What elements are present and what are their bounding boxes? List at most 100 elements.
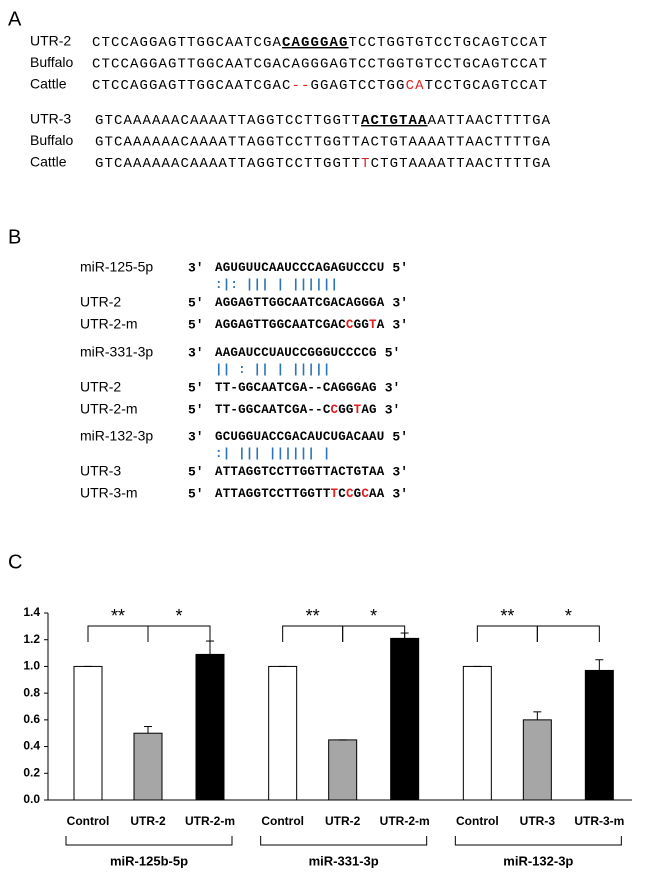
row-label: miR-132-3p: [80, 428, 153, 444]
prime-end: 3′: [385, 402, 401, 417]
prime-end: 5′: [392, 260, 408, 275]
sequence: GTCAAAAAACAAAATTAGGTCCTTGGTTACTGTAAAATTA…: [95, 134, 551, 150]
prime-end: 3′: [392, 295, 408, 310]
row-label: UTR-3-m: [80, 485, 138, 501]
bar: [522, 719, 552, 801]
row-label: UTR-2-m: [80, 401, 138, 417]
sequence-segment: TT-GGCAATCGA--C: [215, 403, 331, 417]
prime-end: 3′: [392, 317, 408, 332]
prime-end: 5′: [188, 317, 204, 332]
sequence-segment: CA: [406, 78, 425, 94]
bar: [328, 739, 358, 801]
y-tick-label: 0.0: [23, 792, 40, 806]
sequence-segment: C: [338, 487, 346, 501]
x-tick-label: UTR-3-m: [574, 814, 624, 828]
sequence: GTCAAAAAACAAAATTAGGTCCTTGGTTACTGTAAAATTA…: [95, 113, 551, 129]
error-bar: [206, 640, 214, 655]
y-tick-label: 1.4: [23, 605, 40, 619]
sequence-segment: AATTAACTTTTGA: [428, 113, 552, 129]
sequence-segment: GTCAAAAAACAAAATTAGGTCCTTGGTT: [95, 156, 361, 172]
sequence-segment: || : || | |||||: [215, 363, 331, 377]
sequence-segment: AGGAGTTGGCAATCGAC: [215, 318, 346, 332]
row-label: Cattle: [30, 154, 67, 170]
sequence-segment: T: [369, 318, 377, 332]
sequence-segment: AG: [361, 403, 376, 417]
sequence: AGGAGTTGGCAATCGACCGGTA: [215, 318, 385, 332]
x-tick-label: Control: [456, 814, 499, 828]
group-bracket: [454, 836, 622, 846]
y-tick-label: 1.0: [23, 659, 40, 673]
sequence-segment: GCUGGUACCGACAUCUGACAAU: [215, 430, 384, 444]
x-tick-label: UTR-2: [325, 814, 361, 828]
sequence: AAGAUCCUAUCCGGGUCCCCG: [215, 346, 377, 360]
sequence: GCUGGUACCGACAUCUGACAAU: [215, 430, 384, 444]
significance-label: **: [500, 606, 514, 626]
sequence-segment: GGAGTCCTGG: [311, 78, 406, 94]
sequence-segment: C: [346, 487, 354, 501]
prime-end: 3′: [188, 345, 204, 360]
sequence: :| ||| |||||| |: [215, 447, 331, 461]
prime-end: 3′: [188, 429, 204, 444]
sequence: ATTAGGTCCTTGGTTTCCGCAA: [215, 487, 385, 501]
prime-end: 5′: [188, 380, 204, 395]
sequence-segment: CTCCAGGAGTTGGCAATCGAC: [92, 78, 292, 94]
panel-label: A: [8, 8, 22, 30]
sequence-segment: A: [377, 318, 385, 332]
x-tick-label: Control: [261, 814, 304, 828]
sequence: TT-GGCAATCGA--CAGGGAG: [215, 381, 377, 395]
panel-label: B: [8, 226, 21, 248]
significance-label: **: [306, 606, 320, 626]
sequence: AGGAGTTGGCAATCGACAGGGA: [215, 296, 385, 310]
significance-bracket: [342, 625, 406, 642]
prime-end: 5′: [188, 402, 204, 417]
sequence-segment: GG: [354, 318, 369, 332]
sequence-segment: :| ||| |||||| |: [215, 447, 331, 461]
row-label: UTR-3: [30, 111, 71, 127]
group-label: miR-132-3p: [503, 853, 573, 868]
sequence: GTCAAAAAACAAAATTAGGTCCTTGGTTTCTGTAAAATTA…: [95, 156, 551, 172]
sequence-segment: GTCAAAAAACAAAATTAGGTCCTTGGTTACTGTAAAATTA…: [95, 134, 551, 150]
sequence: CTCCAGGAGTTGGCAATCGACAGGGAGTCCTGGTGTCCTG…: [92, 56, 548, 72]
significance-bracket: [476, 625, 538, 642]
sequence-segment: GG: [338, 403, 353, 417]
significance-label: *: [175, 606, 182, 626]
row-label: UTR-2: [30, 33, 71, 49]
sequence-segment: C: [361, 487, 369, 501]
error-bar: [144, 726, 152, 734]
significance-label: *: [565, 606, 572, 626]
error-bar: [595, 659, 604, 671]
sequence-segment: CTGTAAAATTAACTTTTGA: [371, 156, 552, 172]
sequence: CTCCAGGAGTTGGCAATCGAC--GGAGTCCTGGCATCCTG…: [92, 78, 548, 94]
sequence-segment: AAGAUCCUAUCCGGGUCCCCG: [215, 346, 377, 360]
row-label: UTR-3: [80, 463, 121, 479]
sequence-segment: G: [354, 487, 362, 501]
sequence-segment: T: [361, 156, 371, 172]
sequence-segment: AGUGUUCAAUCCCAGAGUCCCU: [215, 261, 384, 275]
bar: [390, 637, 420, 801]
sequence-segment: CTCCAGGAGTTGGCAATCGACAGGGAGTCCTGGTGTCCTG…: [92, 56, 548, 72]
sequence-segment: C: [346, 318, 354, 332]
sequence-segment: --: [292, 78, 311, 94]
y-tick-label: 0.2: [23, 765, 40, 779]
group-bracket: [260, 836, 428, 846]
row-label: miR-125-5p: [80, 259, 153, 275]
group-bracket: [65, 836, 233, 846]
group-label: miR-125b-5p: [110, 853, 188, 868]
sequence-segment: C: [331, 403, 339, 417]
row-label: Cattle: [30, 76, 67, 92]
group-label: miR-331-3p: [309, 853, 379, 868]
sequence-segment: :|: ||| | ||||||: [215, 278, 338, 292]
prime-end: 5′: [385, 345, 401, 360]
sequence: TT-GGCAATCGA--CCGGTAG: [215, 403, 377, 417]
significance-label: **: [111, 606, 125, 626]
significance-bracket: [87, 625, 149, 642]
prime-end: 5′: [188, 464, 204, 479]
significance-bracket: [282, 625, 344, 642]
sequence-segment: CTCCAGGAGTTGGCAATCGA: [92, 35, 282, 51]
prime-end: 3′: [392, 464, 408, 479]
error-bar: [533, 711, 542, 720]
x-tick-label: UTR-2: [130, 814, 166, 828]
sequence: CTCCAGGAGTTGGCAATCGACAGGGAGTCCTGGTGTCCTG…: [92, 35, 548, 51]
sequence-segment: T: [331, 487, 339, 501]
